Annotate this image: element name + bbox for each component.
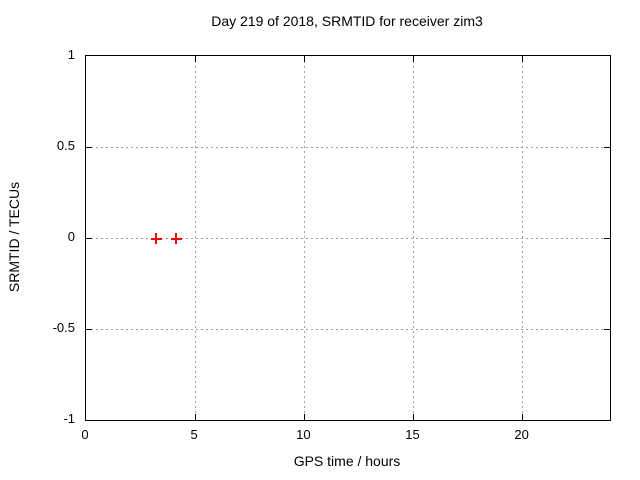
chart-title: Day 219 of 2018, SRMTID for receiver zim… [211,13,483,29]
y-tick-mark [86,328,92,330]
x-tick-label: 15 [405,427,420,442]
x-tick-mark [413,414,414,420]
x-tick-label: 0 [81,427,89,442]
y-tick-label: 0 [67,229,75,244]
x-tick-mark [413,56,414,62]
y-gridline [86,146,610,148]
data-point-marker [170,233,182,244]
x-tick-label: 10 [296,427,311,442]
x-tick-mark [303,56,305,62]
y-tick-label: -1 [63,411,75,426]
y-gridline [86,237,610,239]
y-tick-label: 1 [67,47,75,62]
y-gridline [86,328,610,330]
x-tick-mark [522,414,524,420]
x-tick-label: 20 [514,427,529,442]
data-point-marker [150,233,162,244]
x-tick-label: 5 [190,427,198,442]
x-tick-mark [194,56,196,62]
plot-area [85,55,611,421]
y-tick-mark [86,146,92,148]
y-tick-label: -0.5 [52,320,75,335]
marker-vertical-bar [175,233,178,244]
x-axis-label: GPS time / hours [293,453,401,469]
y-tick-label: 0.5 [56,138,75,153]
y-tick-mark [604,328,610,330]
y-tick-mark [604,237,610,239]
y-tick-mark [86,237,92,239]
x-tick-mark [522,56,524,62]
x-tick-mark [303,414,305,420]
marker-vertical-bar [155,233,158,244]
y-tick-mark [604,146,610,148]
x-tick-mark [194,414,196,420]
